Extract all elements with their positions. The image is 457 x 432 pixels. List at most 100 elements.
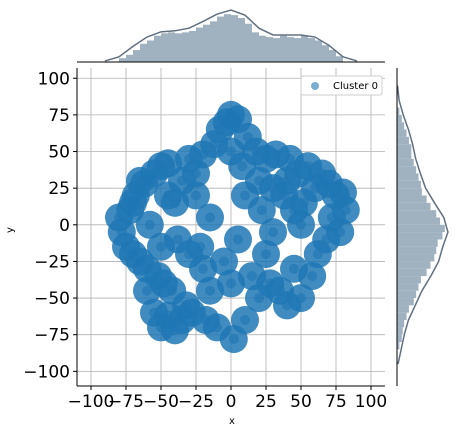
top-hist-bar <box>210 21 217 63</box>
right-hist-bar <box>397 158 414 167</box>
right-hist-bar <box>397 232 443 240</box>
top-hist-bar <box>182 32 189 62</box>
scatter-point <box>142 285 152 296</box>
right-hist-bar <box>397 122 405 130</box>
scatter-point <box>205 285 215 296</box>
top-hist-bar <box>301 35 308 62</box>
right-hist-bar <box>397 107 400 115</box>
top-hist-bar <box>154 35 161 62</box>
right-hist-bar <box>397 261 431 269</box>
scatter-point <box>226 146 236 157</box>
scatter-point <box>163 310 173 321</box>
scatter-point <box>335 227 346 238</box>
top-kde-line <box>104 9 358 62</box>
top-hist-bar <box>147 40 154 62</box>
scatter-point <box>116 227 127 238</box>
x-tick-label: 100 <box>355 392 387 412</box>
scatter-point <box>135 256 145 267</box>
top-hist-bar <box>329 50 336 62</box>
right-marginal <box>396 68 449 386</box>
x-tick-label: −75 <box>108 392 144 412</box>
scatter-point <box>128 197 138 208</box>
legend-label: Cluster 0 <box>333 81 378 92</box>
top-hist-bar <box>266 37 273 62</box>
scatter-point <box>214 124 225 135</box>
scatter-point <box>317 168 327 179</box>
scatter-point <box>184 153 194 164</box>
x-tick-label: 25 <box>255 392 277 412</box>
right-hist-bar <box>397 276 421 284</box>
scatter-point <box>135 175 145 186</box>
scatter-point <box>186 307 197 318</box>
right-hist-bar <box>397 136 409 145</box>
scatter-point <box>275 285 285 296</box>
scatter-point <box>128 249 138 260</box>
scatter-point <box>156 241 166 252</box>
scatter-point <box>198 149 208 160</box>
right-hist-bar <box>397 195 427 203</box>
y-tick-label: −75 <box>34 326 70 346</box>
right-hist-bar <box>397 217 441 225</box>
legend-box <box>300 75 383 96</box>
right-hist-bar <box>397 268 427 277</box>
scatter-point <box>338 187 348 198</box>
scatter-point <box>205 212 215 223</box>
scatter-point <box>153 271 164 282</box>
scatter-point <box>265 278 276 289</box>
scatter-point <box>181 300 192 311</box>
scatter-point <box>256 205 267 216</box>
top-marginal <box>77 9 385 63</box>
right-hist-bar <box>397 298 414 306</box>
right-hist-bar <box>397 173 419 181</box>
x-tick-label: −50 <box>143 392 179 412</box>
right-hist-bar <box>397 114 402 123</box>
scatter-point <box>293 168 304 179</box>
y-tick-label: 25 <box>48 179 70 199</box>
scatter-point <box>261 153 271 164</box>
top-hist-bar <box>126 54 133 62</box>
right-hist-bar <box>397 290 417 299</box>
x-tick-label: −100 <box>68 392 115 412</box>
scatter-point <box>170 325 180 336</box>
top-hist-bar <box>315 40 322 62</box>
scatter-point <box>191 168 201 179</box>
scatter-point <box>298 197 309 208</box>
legend: Cluster 0 <box>300 75 383 96</box>
scatter-point <box>142 263 152 274</box>
scatter-point <box>289 263 299 274</box>
scatter-point <box>233 114 243 125</box>
scatter-point <box>121 241 131 252</box>
scatter-point <box>237 161 248 172</box>
right-hist-bar <box>397 144 412 152</box>
scatter-point <box>163 190 173 201</box>
scatter-point <box>195 241 206 252</box>
right-hist-bar <box>397 246 437 255</box>
scatter-point <box>149 168 159 179</box>
top-hist-bar <box>336 56 343 62</box>
scatter-point <box>310 183 320 194</box>
scatter-point <box>240 315 250 326</box>
right-hist-bar <box>397 210 437 218</box>
scatter-point <box>221 117 232 128</box>
scatter-point <box>307 271 318 282</box>
scatter-point <box>279 190 290 201</box>
top-hist-bar <box>161 33 168 62</box>
scatter-point <box>340 205 351 216</box>
scatter-point <box>212 322 222 333</box>
scatter-point <box>282 300 292 311</box>
top-hist-bar <box>273 38 280 62</box>
axes: −100−75 −50 −25 0 25 50 75 100−100−75−50−250255… <box>23 68 387 412</box>
right-hist-bar <box>397 129 407 137</box>
scatter-point <box>198 263 208 274</box>
right-hist-bar <box>397 334 402 343</box>
legend-marker <box>311 82 319 90</box>
x-tick-label: 0 <box>226 392 237 412</box>
top-hist-bar <box>133 50 140 62</box>
x-tick-label: 75 <box>325 392 347 412</box>
top-hist-bar <box>196 27 203 63</box>
top-hist-bar <box>238 17 245 63</box>
scatter-point <box>219 256 229 267</box>
top-hist-bar <box>217 16 224 62</box>
scatter-point <box>268 183 278 194</box>
